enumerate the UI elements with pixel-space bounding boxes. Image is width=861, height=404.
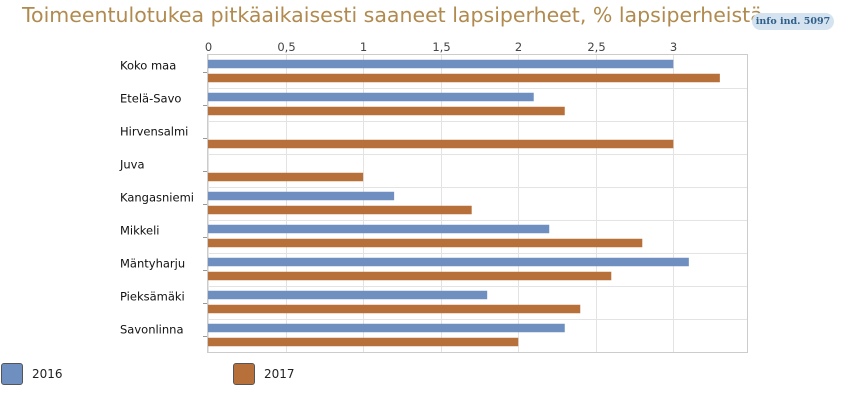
plot-frame	[207, 54, 748, 353]
legend-swatch-2016[interactable]	[1, 363, 23, 385]
bar-2016	[208, 59, 674, 69]
bars	[208, 59, 720, 347]
category-label: Juva	[119, 158, 145, 172]
bar-2016	[208, 290, 488, 300]
bar-2017	[208, 205, 472, 215]
x-tick-label: 2	[515, 40, 522, 54]
bar-2017	[208, 172, 364, 182]
category-label: Mikkeli	[120, 224, 160, 238]
category-label: Koko maa	[120, 59, 176, 73]
bar-2017	[208, 139, 674, 149]
category-labels: Koko maa Etelä-Savo Hirvensalmi Juva Kangasn…	[119, 59, 208, 337]
legend-label-2016[interactable]: 2016	[32, 367, 63, 381]
bar-2016	[208, 257, 689, 267]
x-axis-ticks: 0 0,5 1 1,5 2 2,5 3	[205, 40, 677, 54]
category-label: Kangasniemi	[120, 191, 194, 205]
category-label: Mäntyharju	[120, 257, 185, 271]
x-tick-label: 2,5	[587, 40, 605, 54]
x-tick-label: 0,5	[277, 40, 295, 54]
legend-swatch-2017[interactable]	[233, 363, 255, 385]
bar-2017	[208, 73, 720, 83]
bar-2017	[208, 304, 581, 314]
legend-label-2017[interactable]: 2017	[264, 367, 295, 381]
bar-2017	[208, 337, 519, 347]
category-label: Etelä-Savo	[120, 92, 181, 106]
x-tick-label: 1	[360, 40, 367, 54]
bar-2017	[208, 238, 643, 248]
bar-2017	[208, 271, 612, 281]
chart-title: Toimeentulotukea pitkäaikaisesti saaneet…	[22, 3, 763, 27]
bar-2016	[208, 224, 550, 234]
bar-2016	[208, 191, 395, 201]
x-tick-label: 0	[205, 40, 212, 54]
bar-2017	[208, 106, 565, 116]
x-tick-label: 3	[670, 40, 677, 54]
gridlines	[208, 55, 747, 352]
category-label: Savonlinna	[120, 323, 184, 337]
category-label: Pieksämäki	[120, 290, 185, 304]
bar-2016	[208, 323, 565, 333]
info-badge[interactable]: info ind. 5097	[752, 13, 834, 30]
x-tick-label: 1,5	[432, 40, 450, 54]
bar-2016	[208, 92, 534, 102]
category-label: Hirvensalmi	[120, 125, 188, 139]
